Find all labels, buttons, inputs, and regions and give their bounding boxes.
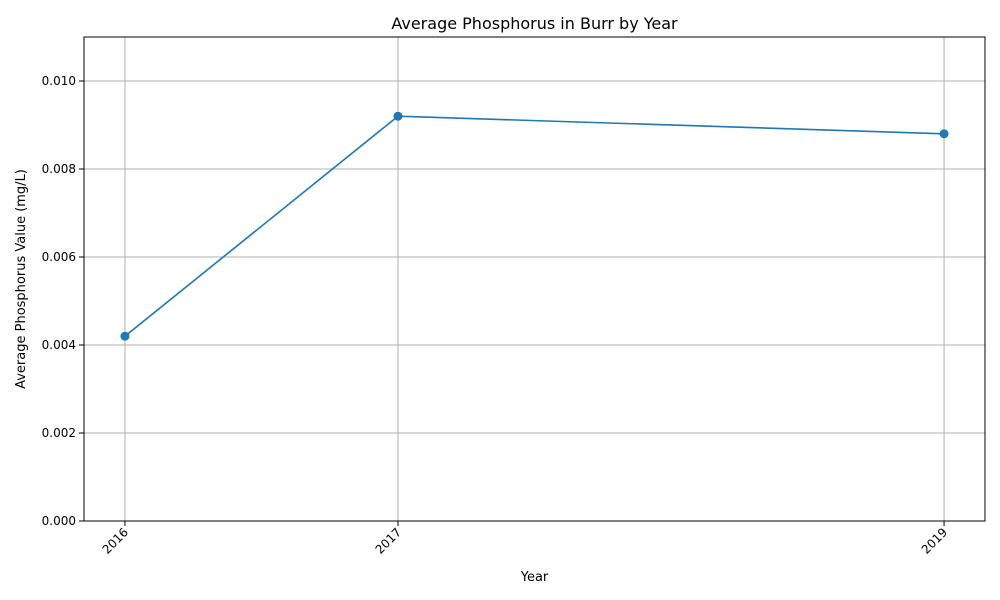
x-tick-label: 2019 xyxy=(919,525,950,556)
data-point xyxy=(939,129,949,139)
data-point xyxy=(120,331,130,341)
axis-ticks: 2016 2017 2019 0.000 0.002 0.004 0.006 0.008 0.0… xyxy=(42,74,951,557)
y-tick-label: 0.008 xyxy=(42,162,76,176)
y-tick-label: 0.000 xyxy=(42,514,76,528)
y-axis-label: Average Phosphorus Value (mg/L) xyxy=(14,169,29,389)
y-tick-label: 0.006 xyxy=(42,250,76,264)
x-tick-label: 2016 xyxy=(100,525,131,556)
chart-title: Average Phosphorus in Burr by Year xyxy=(391,14,678,33)
series-line xyxy=(124,115,945,337)
y-tick-label: 0.010 xyxy=(42,74,76,88)
y-tick-label: 0.002 xyxy=(42,426,76,440)
data-point xyxy=(393,111,403,121)
y-tick-label: 0.004 xyxy=(42,338,76,352)
x-tick-label: 2017 xyxy=(373,525,404,556)
plot-area-frame xyxy=(83,36,986,522)
grid-lines xyxy=(84,37,985,522)
data-series xyxy=(120,111,949,341)
x-axis-label: Year xyxy=(520,570,549,585)
